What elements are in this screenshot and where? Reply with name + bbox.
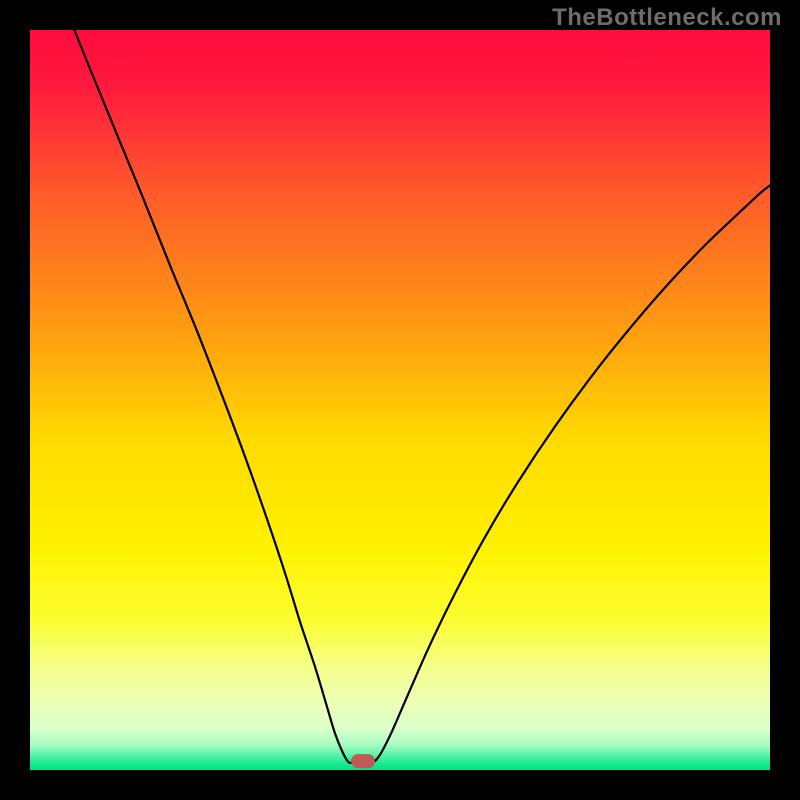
- optimum-marker: [351, 754, 375, 768]
- plot-background: [30, 30, 770, 770]
- bottleneck-chart: [0, 0, 800, 800]
- watermark-text: TheBottleneck.com: [552, 4, 782, 32]
- chart-frame: TheBottleneck.com: [0, 0, 800, 800]
